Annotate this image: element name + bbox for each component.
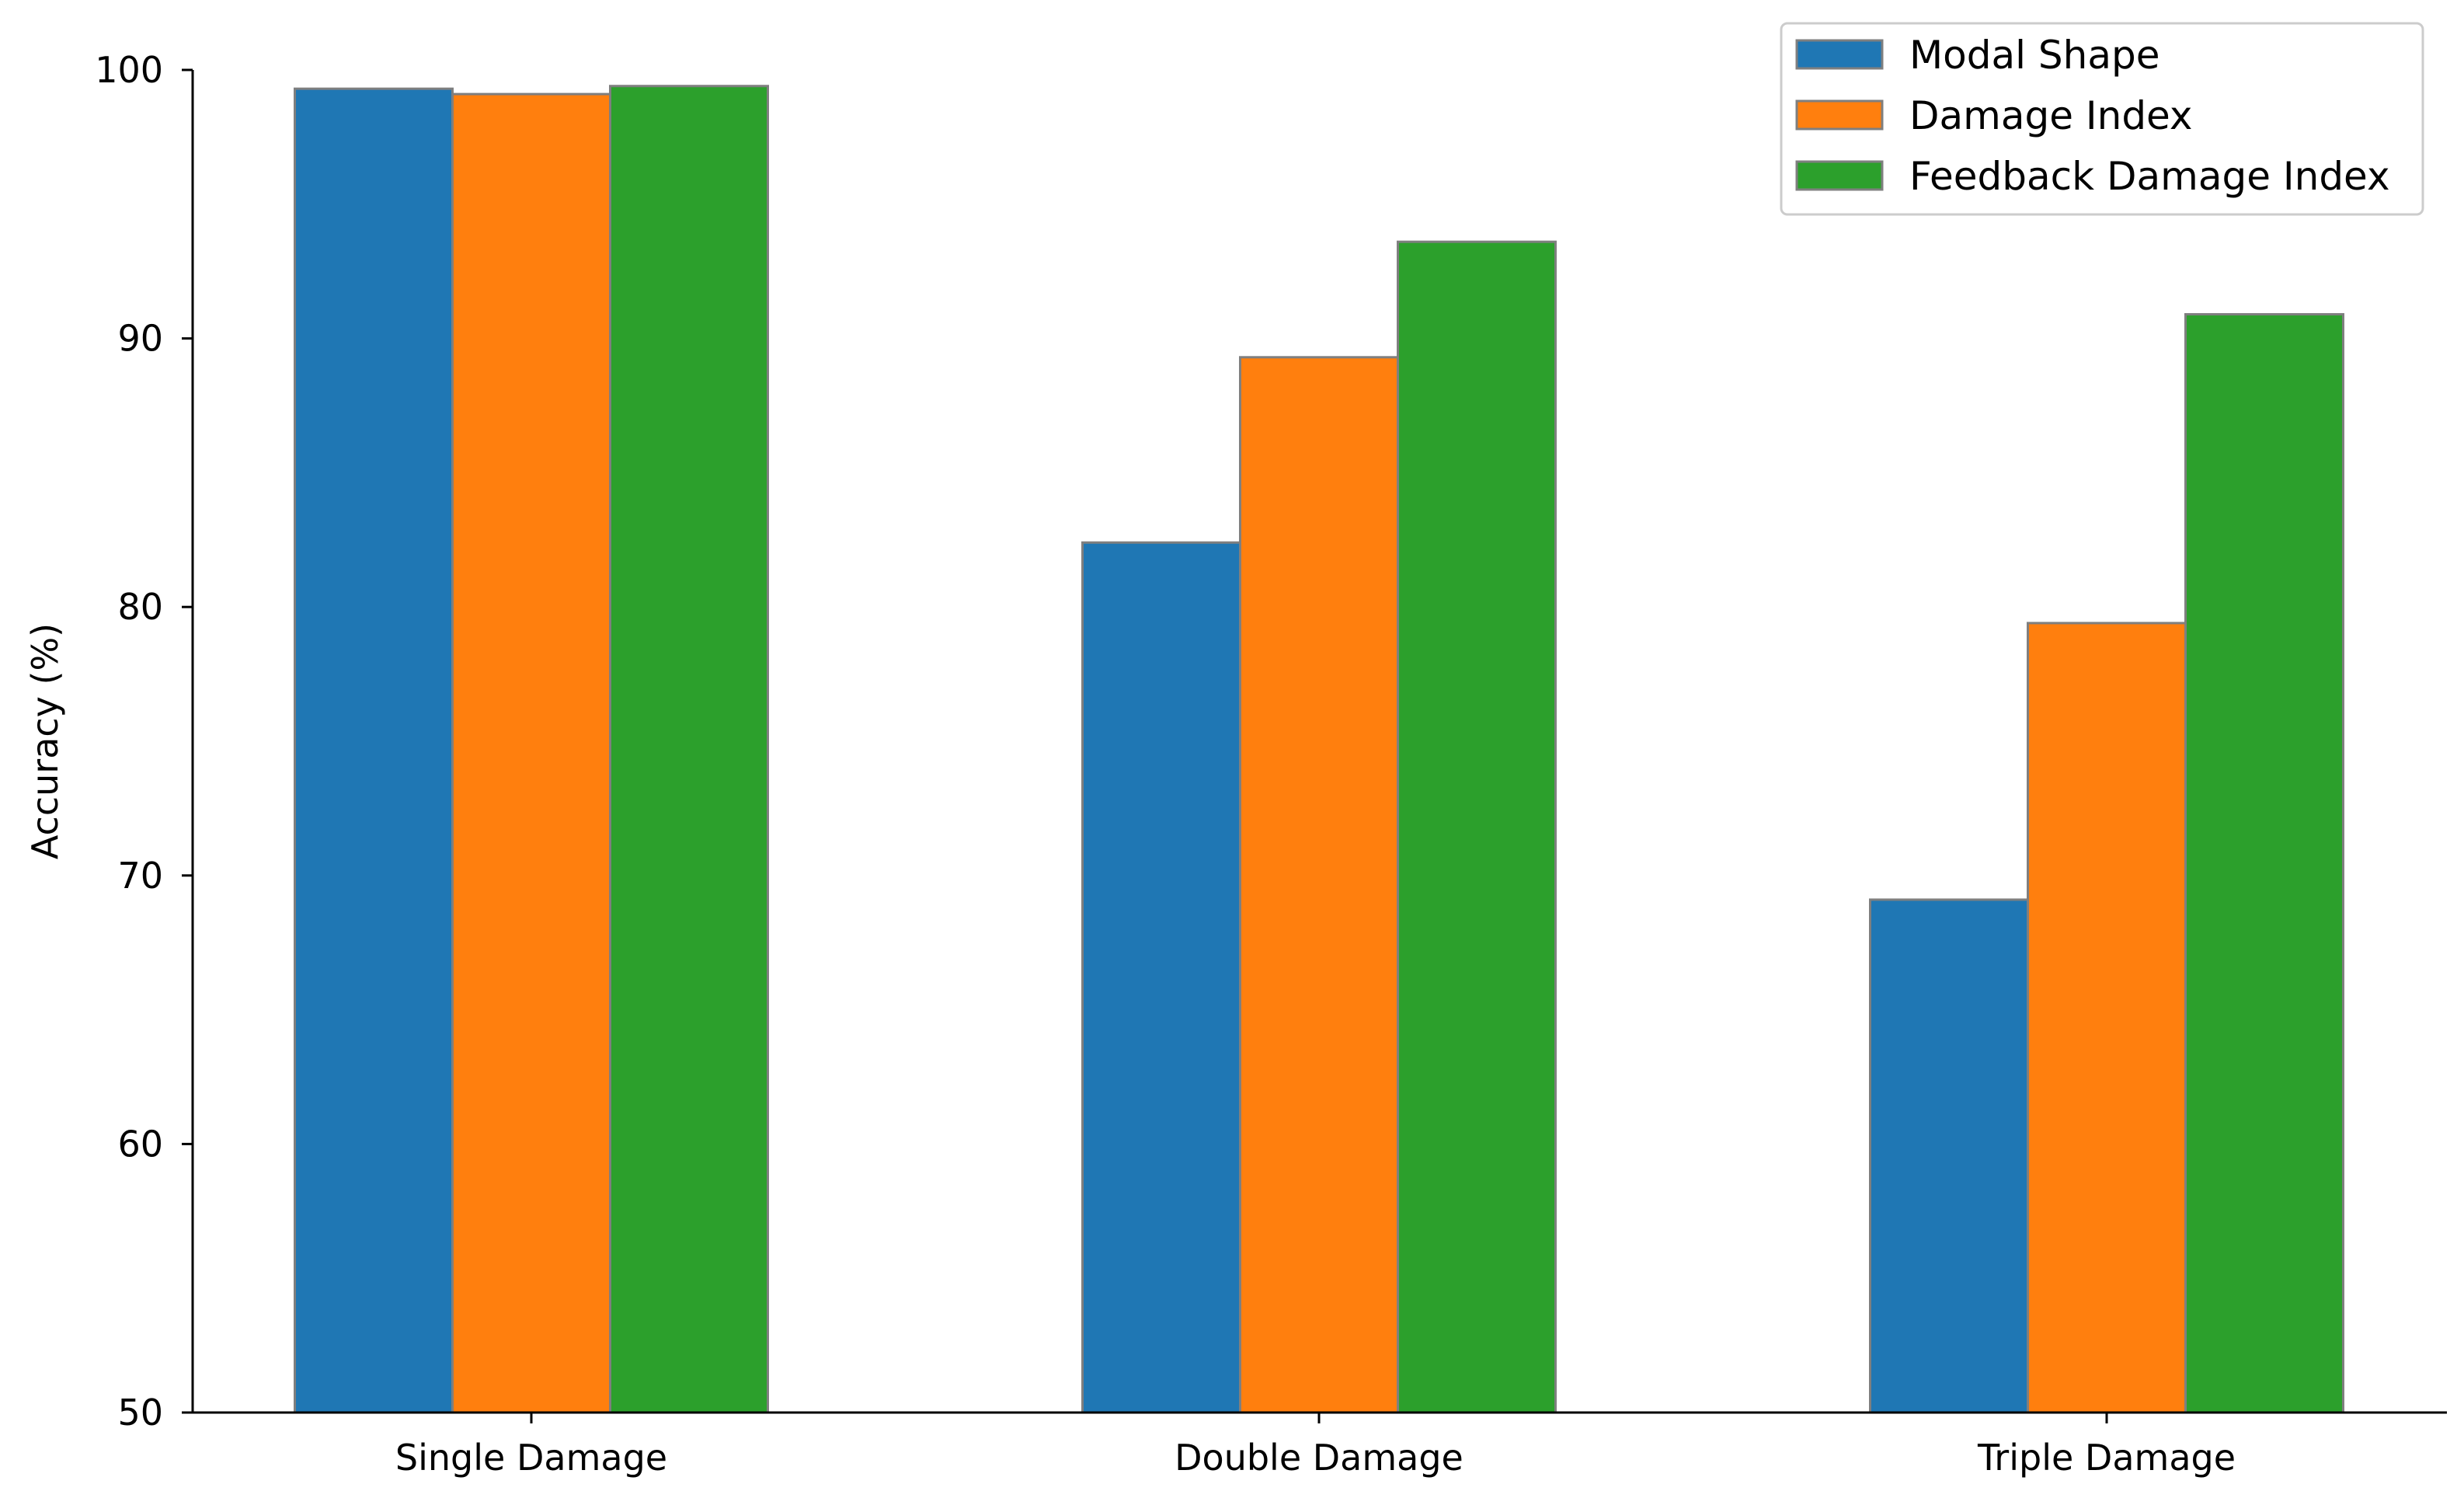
bar-modal-shape-single-damage xyxy=(294,87,454,1414)
x-tick-label: Single Damage xyxy=(395,1437,667,1479)
bar-damage-index-single-damage xyxy=(451,92,611,1414)
y-tick-label: 60 xyxy=(117,1123,163,1165)
y-tick-label: 50 xyxy=(117,1392,163,1434)
bar-damage-index-double-damage xyxy=(1239,356,1399,1414)
y-tick-label: 70 xyxy=(117,855,163,897)
legend-swatch xyxy=(1795,160,1884,191)
legend-swatch xyxy=(1795,99,1884,131)
bar-damage-index-triple-damage xyxy=(2027,622,2187,1414)
y-tick-label: 80 xyxy=(117,586,163,628)
y-tick-label: 100 xyxy=(95,49,163,91)
bar-modal-shape-triple-damage xyxy=(1869,898,2029,1414)
legend-label: Modal Shape xyxy=(1909,33,2159,78)
legend-label: Feedback Damage Index xyxy=(1909,154,2390,199)
bar-modal-shape-double-damage xyxy=(1081,541,1241,1414)
y-tick-label: 90 xyxy=(117,318,163,360)
bars-group xyxy=(294,85,2344,1414)
bar-feedback-damage-index-double-damage xyxy=(1397,240,1557,1414)
x-ticks-group: Single Damage Double Damage Triple Damage xyxy=(395,1413,2236,1479)
legend-frame xyxy=(1780,22,2424,216)
bar-feedback-damage-index-triple-damage xyxy=(2184,312,2344,1414)
y-axis-label: Accuracy (%) xyxy=(24,623,66,859)
y-ticks-group: 50 60 70 80 90 100 xyxy=(95,49,193,1434)
bar-feedback-damage-index-single-damage xyxy=(609,85,769,1414)
x-tick-label: Triple Damage xyxy=(1977,1437,2236,1479)
legend-label: Damage Index xyxy=(1909,93,2193,138)
legend-swatch xyxy=(1795,39,1884,70)
legend: Modal Shape Damage Index Feedback Damage I… xyxy=(1780,22,2424,216)
x-tick-label: Double Damage xyxy=(1175,1437,1463,1479)
